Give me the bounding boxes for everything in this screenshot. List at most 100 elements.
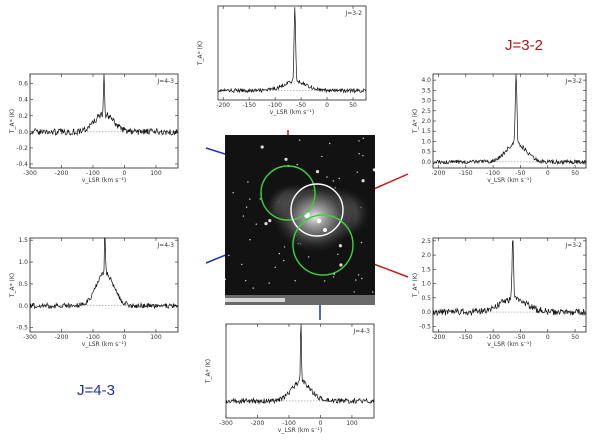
spectrum-line	[29, 237, 179, 310]
x-axis-label: v_LSR (km s⁻¹)	[82, 177, 126, 184]
y-tick-label: 2.0	[421, 252, 431, 259]
transition-label: J=3-2	[344, 10, 362, 17]
x-axis-label: v_LSR (km s⁻¹)	[82, 341, 126, 348]
spectrum-panel-left-bottom: -300 -200 -100 0 100 -0.5 0.0 0.5 1.0 1.5 v_LSR (k…	[2, 232, 182, 352]
star	[372, 291, 374, 293]
star	[242, 215, 245, 217]
spectrum-line	[432, 73, 587, 166]
y-tick-label: 2.0	[421, 118, 431, 125]
star	[338, 244, 342, 248]
y-tick-label: 1.5	[421, 266, 431, 273]
y-tick-label: 0.2	[18, 113, 28, 120]
y-tick-label: 1.5	[18, 237, 28, 244]
star	[339, 263, 343, 267]
star	[283, 259, 285, 262]
y-tick-label: 0.0	[18, 303, 28, 310]
star	[324, 280, 326, 282]
x-tick-label: 100	[150, 334, 162, 341]
x-tick-label: -150	[459, 170, 473, 177]
x-tick-label: 0	[546, 334, 550, 341]
x-tick-label: -200	[216, 102, 230, 109]
spectrum-panel-bottom: -300 -200 -100 0 100 v_LSR (km s⁻¹) T_A* (K) J=…	[198, 318, 378, 438]
star	[283, 246, 286, 248]
y-axis-label: T_A* (K)	[9, 273, 16, 298]
x-tick-label: -200	[432, 170, 446, 177]
star	[274, 266, 276, 268]
x-axis-label: v_LSR (km s⁻¹)	[278, 427, 322, 434]
star	[332, 276, 335, 278]
x-tick-label: -50	[296, 102, 306, 109]
x-tick-label: 0	[325, 102, 329, 109]
star	[361, 277, 363, 280]
x-tick-label: -300	[219, 420, 233, 427]
y-tick-label: 0.0	[18, 129, 28, 136]
star	[356, 171, 358, 173]
bright-star	[323, 228, 327, 232]
star	[326, 176, 328, 178]
x-tick-label: -50	[516, 334, 526, 341]
star	[307, 256, 310, 258]
x-tick-label: 100	[346, 420, 358, 427]
spectrum-line	[225, 323, 375, 405]
image-footer-strip	[225, 295, 375, 305]
y-tick-label: -0.2	[16, 145, 28, 152]
x-tick-label: -200	[55, 170, 69, 177]
x-tick-label: 50	[571, 334, 579, 341]
star	[245, 280, 247, 282]
x-tick-label: -300	[23, 170, 37, 177]
x-tick-label: 0	[319, 420, 323, 427]
star	[232, 192, 234, 194]
y-tick-label: -0.5	[16, 325, 28, 332]
star	[329, 142, 331, 145]
y-tick-label: -0.4	[16, 161, 28, 168]
transition-label: J=3-2	[564, 78, 582, 85]
nebula-image	[224, 135, 376, 305]
x-tick-label: -100	[86, 170, 100, 177]
star	[296, 163, 298, 166]
x-axis-label: v_LSR (km s⁻¹)	[487, 177, 531, 184]
y-tick-label: 1.0	[18, 259, 28, 266]
bright-star	[316, 218, 322, 224]
transition-label: J=4-3	[352, 328, 370, 335]
ring-green-bottom	[292, 214, 354, 276]
header-j32: J=3-2	[505, 37, 543, 54]
spectrum-panel-left-top: -300 -200 -100 0 100 -0.4 -0.2 0.0 0.2 0.4 0.6 v_LS…	[2, 68, 182, 188]
star	[260, 145, 264, 149]
star	[268, 282, 270, 284]
x-tick-label: 100	[150, 170, 162, 177]
plot-frame	[217, 5, 367, 101]
spectrum-line	[29, 73, 179, 136]
plot-frame	[432, 237, 587, 333]
x-tick-label: -200	[55, 334, 69, 341]
star	[294, 280, 296, 282]
x-tick-label: 50	[349, 102, 357, 109]
star	[249, 239, 251, 241]
star	[245, 206, 248, 208]
star	[332, 180, 335, 182]
transition-label: J=4-3	[156, 78, 174, 85]
y-axis-label: T_A* (K)	[205, 359, 212, 384]
x-tick-label: -100	[486, 334, 500, 341]
y-tick-label: 0.4	[18, 97, 28, 104]
star	[355, 279, 357, 281]
star	[362, 155, 364, 157]
spectrum-line	[217, 7, 367, 94]
star	[357, 274, 360, 276]
spectrum-line	[432, 240, 587, 317]
x-tick-label: 0	[546, 170, 550, 177]
spectrum-panel-right-top: -200 -150 -100 -50 0 50 0.0 0.5 1.0 1.5 2.0 2.5 3.0 3…	[405, 68, 590, 188]
y-tick-label: 3.5	[421, 87, 431, 94]
image-footer-bar	[225, 298, 285, 302]
star	[241, 263, 243, 266]
x-axis-label: v_LSR (km s⁻¹)	[270, 109, 314, 116]
x-tick-label: -100	[268, 102, 282, 109]
star	[278, 252, 281, 255]
y-tick-label: 3.0	[421, 98, 431, 105]
x-tick-label: 50	[571, 170, 579, 177]
y-tick-label: 0.0	[421, 159, 431, 166]
transition-label: J=3-2	[564, 242, 582, 249]
y-axis-label: T_A* (K)	[412, 109, 419, 134]
y-tick-label: 0.6	[18, 81, 28, 88]
y-axis-label: T_A* (K)	[412, 273, 419, 298]
star	[259, 198, 261, 200]
